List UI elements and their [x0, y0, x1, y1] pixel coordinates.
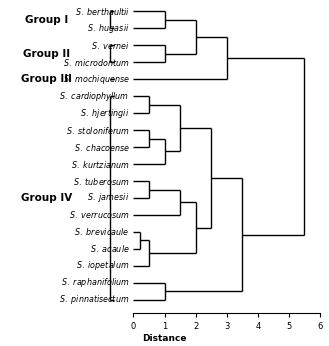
Text: $\it{S.\ tuberosum}$: $\it{S.\ tuberosum}$	[73, 175, 130, 186]
Text: Group I: Group I	[25, 15, 68, 25]
Text: $\it{S.\ cardiophyllum}$: $\it{S.\ cardiophyllum}$	[60, 90, 130, 103]
Text: $\it{S.\ pinnatisectum}$: $\it{S.\ pinnatisectum}$	[59, 293, 130, 306]
Text: Group II: Group II	[23, 49, 70, 59]
Text: $\it{S.\ chacoense}$: $\it{S.\ chacoense}$	[73, 142, 130, 153]
Text: $\it{S.\ vernei}$: $\it{S.\ vernei}$	[91, 40, 130, 51]
Text: $\it{S.\ stoloniferum}$: $\it{S.\ stoloniferum}$	[66, 125, 130, 136]
Text: $\it{S.\ verrucosum}$: $\it{S.\ verrucosum}$	[69, 209, 130, 220]
Text: $\it{S.\ acaule}$: $\it{S.\ acaule}$	[90, 244, 130, 254]
Text: Group IV: Group IV	[21, 193, 72, 203]
Text: $\it{S.\ hugasii}$: $\it{S.\ hugasii}$	[87, 22, 130, 35]
Text: $\it{S.\ kurtzianum}$: $\it{S.\ kurtzianum}$	[71, 158, 130, 170]
Text: $\it{S.\ mochiquense}$: $\it{S.\ mochiquense}$	[63, 73, 130, 86]
Text: $\it{S.\ raphanifolium}$: $\it{S.\ raphanifolium}$	[61, 276, 130, 289]
Text: $\it{S.\ hjertingii}$: $\it{S.\ hjertingii}$	[81, 107, 130, 120]
Text: $\it{S.\ microdontum}$: $\it{S.\ microdontum}$	[63, 57, 130, 68]
Text: $\it{S.\ jamesii}$: $\it{S.\ jamesii}$	[88, 191, 130, 204]
Text: Group III: Group III	[21, 74, 72, 84]
Text: $\it{S.\ brevicaule}$: $\it{S.\ brevicaule}$	[74, 226, 130, 237]
X-axis label: Distance: Distance	[142, 334, 187, 343]
Text: $\it{S.\ iopetalum}$: $\it{S.\ iopetalum}$	[76, 260, 130, 272]
Text: $\it{S.\ berthaultii}$: $\it{S.\ berthaultii}$	[75, 6, 130, 17]
